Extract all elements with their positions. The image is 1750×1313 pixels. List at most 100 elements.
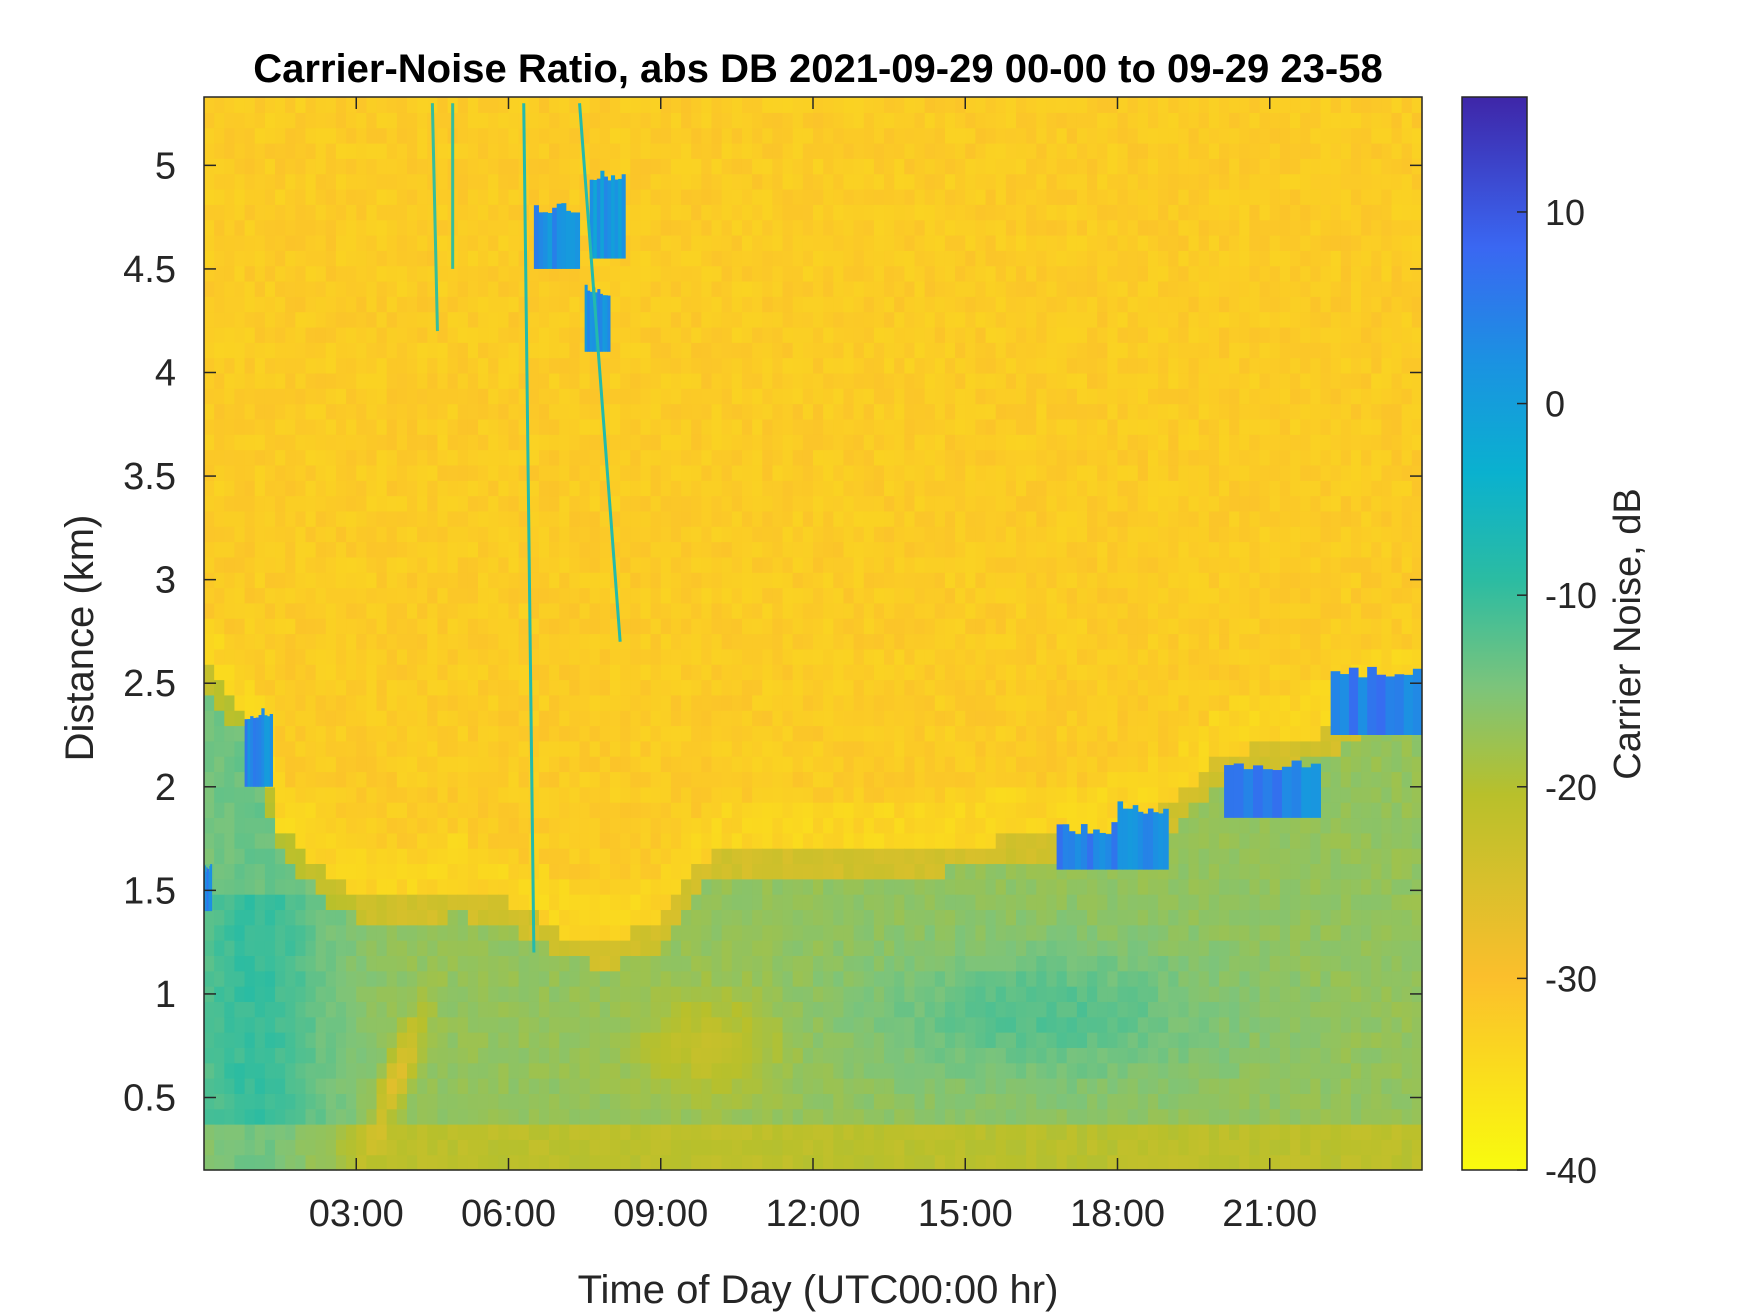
heatmap-cell bbox=[224, 372, 236, 389]
heatmap-cell bbox=[681, 219, 692, 236]
heatmap-cell bbox=[386, 786, 398, 803]
heatmap-cell bbox=[731, 265, 743, 282]
heatmap-cell bbox=[681, 648, 692, 665]
heatmap-cell bbox=[711, 1032, 723, 1048]
heatmap-cell bbox=[853, 526, 865, 543]
heatmap-cell bbox=[467, 679, 479, 696]
heatmap-cell bbox=[813, 1062, 824, 1079]
heatmap-cell bbox=[447, 495, 459, 512]
heatmap-cell bbox=[488, 250, 499, 267]
heatmap-cell bbox=[244, 541, 256, 558]
heatmap-cell bbox=[904, 618, 916, 635]
heatmap-cell bbox=[234, 848, 246, 865]
heatmap-cell bbox=[691, 572, 702, 589]
heatmap-cell bbox=[843, 342, 855, 359]
heatmap-cell bbox=[528, 694, 540, 711]
heatmap-cell bbox=[315, 112, 327, 129]
heatmap-cell bbox=[701, 250, 713, 267]
heatmap-cell bbox=[620, 1062, 631, 1079]
heatmap-cell bbox=[802, 234, 814, 251]
heatmap-cell bbox=[640, 909, 652, 926]
heatmap-cell bbox=[224, 127, 236, 144]
heatmap-cell bbox=[782, 771, 794, 788]
heatmap-cell bbox=[782, 219, 794, 236]
heatmap-cell bbox=[457, 679, 469, 696]
heatmap-cell bbox=[204, 664, 215, 681]
heatmap-cell bbox=[488, 311, 499, 328]
heatmap-cell bbox=[234, 863, 246, 880]
heatmap-cell bbox=[518, 633, 530, 650]
heatmap-cell bbox=[559, 142, 570, 159]
heatmap-cell bbox=[366, 587, 378, 604]
heatmap-cell bbox=[924, 940, 936, 956]
heatmap-cell bbox=[853, 863, 865, 880]
heatmap-cell bbox=[772, 1032, 784, 1048]
heatmap-cell bbox=[549, 863, 560, 880]
heatmap-cell bbox=[437, 97, 449, 113]
heatmap-cell bbox=[325, 556, 337, 573]
heatmap-cell bbox=[782, 648, 794, 665]
heatmap-cell bbox=[823, 1001, 834, 1018]
heatmap-cell bbox=[843, 219, 855, 236]
heatmap-cell bbox=[802, 878, 814, 895]
heatmap-cell bbox=[762, 848, 773, 865]
heatmap-cell bbox=[731, 173, 743, 190]
heatmap-cell bbox=[711, 1001, 723, 1018]
heatmap-cell bbox=[741, 280, 753, 297]
heatmap-cell bbox=[264, 219, 276, 236]
heatmap-cell bbox=[295, 296, 307, 313]
heatmap-cell bbox=[204, 234, 215, 251]
heatmap-cell bbox=[254, 832, 266, 849]
heatmap-cell bbox=[264, 1062, 276, 1079]
heatmap-cell bbox=[620, 1078, 631, 1094]
heatmap-cell bbox=[701, 955, 713, 972]
heatmap-cell bbox=[508, 173, 520, 190]
heatmap-cell bbox=[234, 250, 246, 267]
heatmap-cell bbox=[650, 955, 662, 972]
heatmap-cell bbox=[538, 403, 550, 420]
heatmap-cell bbox=[863, 817, 875, 834]
heatmap-cell bbox=[376, 464, 388, 481]
heatmap-cell bbox=[417, 802, 428, 819]
heatmap-cell bbox=[244, 909, 256, 926]
heatmap-cell bbox=[224, 1108, 236, 1125]
heatmap-cell bbox=[701, 986, 713, 1002]
heatmap-cell bbox=[305, 802, 317, 819]
heatmap-cell bbox=[437, 1001, 449, 1018]
heatmap-cell bbox=[315, 725, 327, 742]
heatmap-cell bbox=[884, 296, 895, 313]
heatmap-cell bbox=[285, 679, 296, 696]
heatmap-cell bbox=[447, 802, 459, 819]
heatmap-cell bbox=[346, 817, 357, 834]
heatmap-cell bbox=[741, 618, 753, 635]
heatmap-cell bbox=[396, 112, 408, 129]
heatmap-cell bbox=[528, 464, 540, 481]
heatmap-cell bbox=[315, 894, 327, 911]
heatmap-cell bbox=[325, 403, 337, 420]
heatmap-cell bbox=[731, 357, 743, 374]
heatmap-cell bbox=[894, 372, 905, 389]
heatmap-cell bbox=[295, 311, 307, 328]
heatmap-cell bbox=[853, 1093, 865, 1110]
heatmap-cell bbox=[914, 955, 926, 972]
heatmap-cell bbox=[823, 940, 834, 956]
heatmap-cell bbox=[711, 955, 723, 972]
heatmap-cell bbox=[264, 832, 276, 849]
heatmap-cell bbox=[660, 1139, 672, 1156]
heatmap-cell bbox=[802, 388, 814, 405]
heatmap-cell bbox=[478, 940, 489, 956]
heatmap-cell bbox=[691, 618, 702, 635]
heatmap-cell bbox=[752, 510, 763, 527]
heatmap-cell bbox=[823, 817, 834, 834]
heatmap-cell bbox=[884, 1016, 895, 1033]
heatmap-cell bbox=[376, 326, 388, 343]
heatmap-cell bbox=[264, 418, 276, 435]
heatmap-cell bbox=[346, 572, 357, 589]
heatmap-cell bbox=[579, 526, 591, 543]
heatmap-cell bbox=[396, 664, 408, 681]
heatmap-cell bbox=[762, 832, 773, 849]
heatmap-cell bbox=[457, 970, 469, 987]
heatmap-cell bbox=[447, 510, 459, 527]
heatmap-cell bbox=[589, 986, 601, 1002]
heatmap-cell bbox=[346, 664, 357, 681]
